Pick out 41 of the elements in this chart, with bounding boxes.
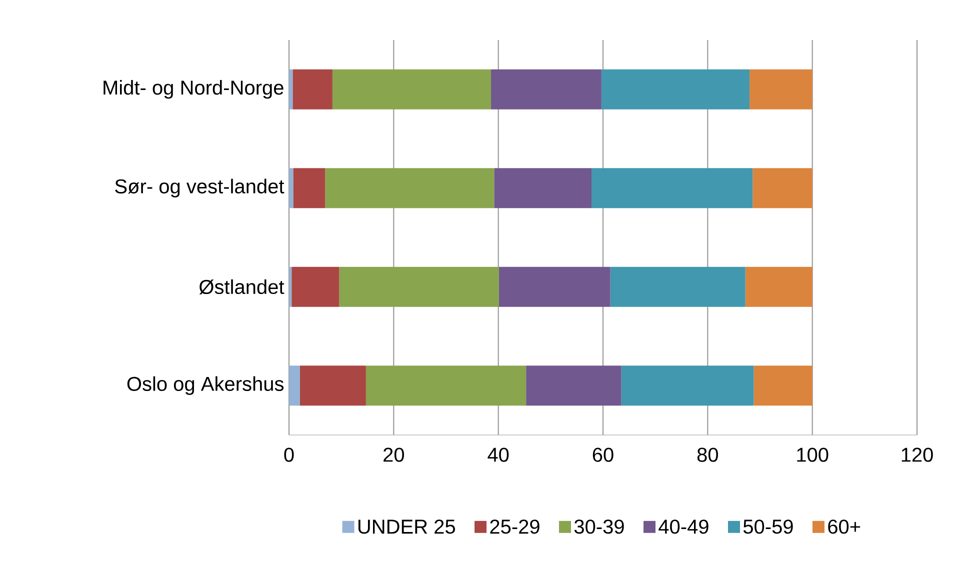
legend-label: 40-49 (658, 520, 708, 534)
bar (754, 366, 812, 406)
bar (526, 366, 622, 406)
legend-label: 25-29 (490, 520, 540, 534)
bar (494, 168, 592, 208)
bar (601, 69, 750, 110)
bar (366, 366, 526, 406)
x-tick-label: 0 (284, 448, 294, 462)
x-tick-label: 100 (797, 448, 828, 462)
bar (332, 69, 492, 110)
bar (289, 168, 294, 208)
bar (610, 266, 746, 307)
bar (289, 69, 293, 110)
y-tick-label: Midt- og Nord-Norge (104, 80, 284, 99)
legend-label: 30-39 (574, 520, 624, 534)
y-tick-label: Sør- og vest-landet (115, 178, 284, 198)
bar (491, 69, 602, 110)
y-tick-label: Østlandet (199, 279, 284, 294)
legend-label: 60+ (828, 520, 860, 534)
x-tick-label: 120 (902, 448, 933, 462)
bar (293, 168, 326, 208)
bar (498, 266, 610, 307)
bar (752, 168, 812, 208)
bar (750, 69, 812, 110)
x-tick-label: 40 (488, 448, 509, 462)
bar (591, 168, 753, 208)
bar (621, 366, 754, 406)
y-tick-label: Oslo og Akershus (127, 376, 284, 395)
x-tick-label: 80 (697, 448, 718, 462)
legend-label: UNDER 25 (358, 520, 455, 534)
bar (325, 168, 494, 208)
bar (745, 266, 812, 307)
legend-label: 50-59 (743, 520, 793, 534)
bar (292, 266, 340, 307)
bar (300, 366, 366, 406)
x-tick-label: 60 (592, 448, 614, 462)
bar (289, 366, 300, 406)
bar (292, 69, 332, 110)
x-tick-label: 20 (384, 448, 404, 462)
bar (339, 266, 499, 307)
bar (289, 266, 292, 307)
